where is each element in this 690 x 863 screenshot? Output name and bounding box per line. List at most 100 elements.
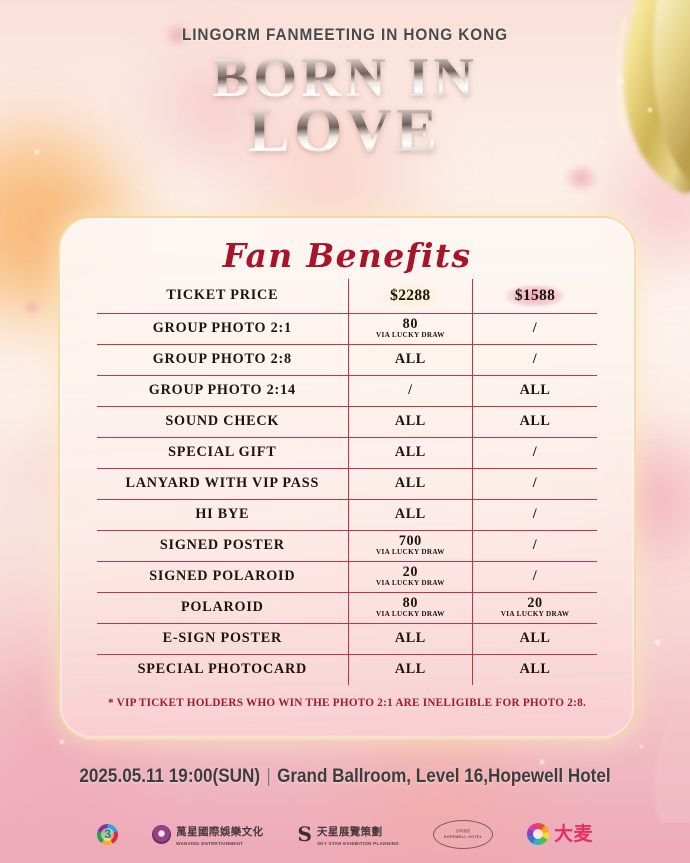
benefit-label: SPECIAL PHOTOCARD [137,661,308,678]
benefit-label: GROUP PHOTO 2:8 [152,351,292,367]
benefit-tier-1-main: 80 [402,595,418,612]
sparkle [640,745,643,748]
benefit-tier-1-value: 80 VIA LUCKY DRAW [347,592,473,623]
benefit-tier-1-sub: VIA LUCKY DRAW [376,578,445,587]
fan-benefits-heading: Fan Benefits [222,236,472,275]
sponsor-damai-cn: 大麦 [554,822,593,845]
benefit-tier-1-value: 20 VIA LUCKY DRAW [347,561,473,592]
benefit-tier-2-main: 20 [527,595,543,612]
benefit-tier-1-main: 700 [398,533,422,550]
sparkle [618,78,623,83]
benefit-tier-1-sub: VIA LUCKY DRAW [376,609,445,618]
table-row: POLAROID 80 VIA LUCKY DRAW 20 VIA LUCKY DRAW [97,592,597,623]
table-row: SIGNED POSTER 700 VIA LUCKY DRAW / [97,530,597,561]
benefit-tier-1-value: / [347,375,473,406]
benefit-tier-2-main: ALL [519,630,551,647]
benefit-tier-1-sub: VIA LUCKY DRAW [376,547,445,556]
benefit-tier-1-main: / [408,382,413,399]
benefit-tier-2-main: / [532,506,538,523]
sparkle [600,140,603,143]
benefit-tier-1-value: ALL [347,623,473,654]
sponsor-logo-wanxing: 萬星國際娛樂文化 WANXING ENTERTAINMENT [152,822,263,846]
benefit-label: GROUP PHOTO 2:1 [152,320,292,336]
table-row: GROUP PHOTO 2:8 ALL / [97,344,597,375]
benefit-label: E-SIGN POSTER [162,630,282,646]
benefit-tier-2-value: 20 VIA LUCKY DRAW [472,592,597,623]
table-header-label: TICKET PRICE [166,287,279,304]
table-row: SOUND CHECK ALL ALL [97,406,597,437]
fan-benefits-card: Fan Benefits TICKET PRICE $2288 $1588 GROUP… [58,216,636,740]
bg-petal-left-b [24,300,40,314]
table-row: GROUP PHOTO 2:1 80 VIA LUCKY DRAW / [97,313,597,344]
benefit-tier-2-value: / [472,561,597,592]
benefit-tier-1-main: ALL [394,630,426,647]
channel-3-circle-icon: 3 [97,823,119,845]
benefit-tier-1-main: 20 [402,564,418,581]
benefit-tier-1-value: ALL [347,406,473,437]
benefit-tier-1-value: ALL [347,468,473,499]
wanxing-flower-icon [152,824,172,844]
event-venue: Grand Ballroom, Level 16,Hopewell Hotel [277,766,611,787]
benefit-tier-2-main: ALL [519,661,551,678]
table-row: SIGNED POLAROID 20 VIA LUCKY DRAW / [97,561,597,592]
benefit-label: SIGNED POSTER [159,537,285,553]
benefit-label: SPECIAL GIFT [168,444,277,460]
damai-burst-icon [527,823,550,845]
event-datetime: 2025.05.11 19:00(SUN) [79,766,261,787]
benefit-tier-2-value: ALL [472,406,597,437]
benefit-tier-2-main: / [532,568,538,585]
benefit-tier-1-value: 80 VIA LUCKY DRAW [347,313,473,344]
sparkle [648,108,652,112]
vip-eligibility-note: * VIP TICKET HOLDERS WHO WIN THE PHOTO 2… [108,697,586,709]
sponsor-wanxing-en: WANXING ENTERTAINMENT [176,841,244,846]
table-header-row: TICKET PRICE $2288 $1588 [97,279,597,313]
benefit-tier-2-value: / [472,437,597,468]
benefit-label: SIGNED POLAROID [149,568,296,584]
benefit-tier-1-main: ALL [394,444,426,461]
benefit-tier-1-value: ALL [347,654,473,685]
benefit-tier-2-value: ALL [472,375,597,406]
benefit-tier-1-value: ALL [347,437,473,468]
table-header-tier-1: $2288 [347,279,473,313]
event-series-title: LINGORM FANMEETING IN HONG KONG [181,26,509,44]
sponsor-skystar-en: SKY STAR EXHIBITION PLANNING [316,841,400,846]
sponsor-wanxing-text: 萬星國際娛樂文化 WANXING ENTERTAINMENT [176,822,263,846]
benefit-tier-2-main: / [532,475,538,492]
sponsor-logo-hopewell: 合和酒店 HOPEWELL HOTEL [433,819,494,849]
benefit-tier-2-main: ALL [519,413,551,430]
table-row: HI BYE ALL / [97,499,597,530]
sponsor-skystar-text: 天星展覽策劃 SKY STAR EXHIBITION PLANNING [317,822,399,846]
sponsor-logo-skystar: S 天星展覽策劃 SKY STAR EXHIBITION PLANNING [298,822,400,846]
sparkle [655,640,660,645]
benefit-tier-1-main: 80 [402,316,418,333]
ticket-price-vip: $2288 [381,284,440,307]
sponsor-logo-damai: 大麦 [527,823,593,845]
sponsor-logo-bar: 3 萬星國際娛樂文化 WANXING ENTERTAINMENT S 天星展覽策… [0,812,690,856]
benefit-tier-1-value: 700 VIA LUCKY DRAW [347,530,473,561]
benefit-tier-2-value: / [472,499,597,530]
main-title: BORN IN LOVE [0,50,690,161]
sponsor-wanxing-cn: 萬星國際娛樂文化 [176,826,264,838]
benefit-tier-1-main: ALL [394,661,426,678]
benefit-label: LANYARD WITH VIP PASS [125,475,320,491]
sparkle [60,740,64,744]
benefit-label: SOUND CHECK [165,413,280,429]
benefit-label: POLAROID [180,599,264,615]
benefit-tier-1-main: ALL [394,413,426,430]
benefit-tier-2-main: / [532,444,538,461]
benefit-tier-2-value: / [472,530,597,561]
benefit-tier-1-main: ALL [394,506,426,523]
bg-petal-right-a [565,165,597,191]
sponsor-skystar-cn: 天星展覽策劃 [316,826,383,838]
hopewell-hotel-oval-icon: 合和酒店 HOPEWELL HOTEL [433,819,494,849]
table-row: E-SIGN POSTER ALL ALL [97,623,597,654]
sponsor-hopewell-cn: 合和酒店 [455,829,471,833]
benefit-tier-1-sub: VIA LUCKY DRAW [376,330,445,339]
table-row: SPECIAL GIFT ALL / [97,437,597,468]
sparkle [540,760,544,764]
fan-benefits-table-body: TICKET PRICE $2288 $1588 GROUP PHOTO 2:1 80 V… [97,279,597,685]
table-row: SPECIAL PHOTOCARD ALL ALL [97,654,597,685]
benefit-tier-1-value: ALL [347,344,473,375]
benefit-label: HI BYE [195,506,250,522]
